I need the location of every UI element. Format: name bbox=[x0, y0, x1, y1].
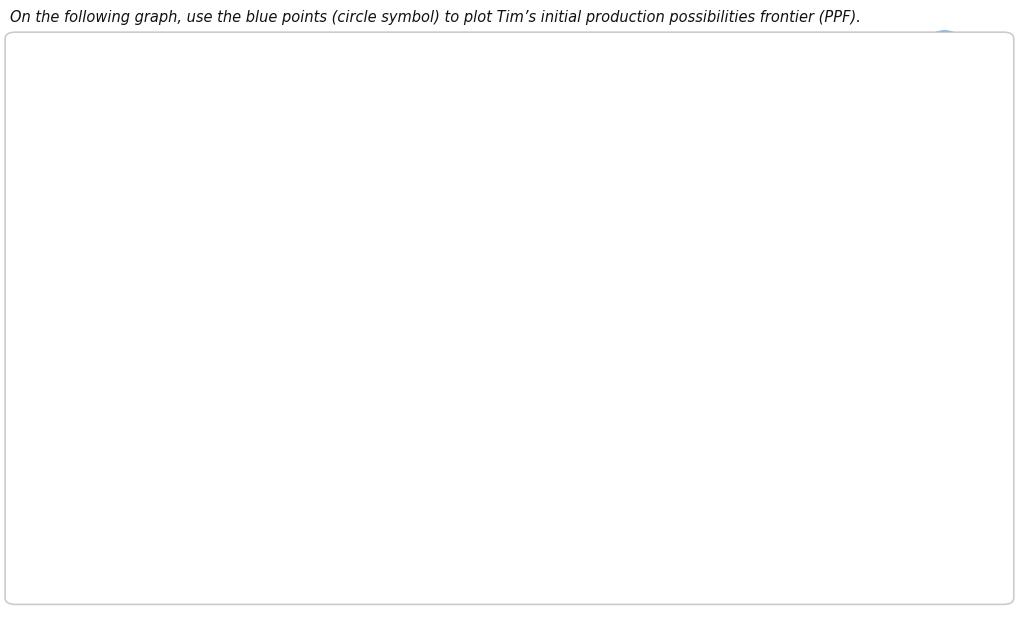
Y-axis label: CUTTING BOARDS: CUTTING BOARDS bbox=[24, 272, 37, 397]
Text: New PPF: New PPF bbox=[714, 394, 776, 409]
Text: ?: ? bbox=[939, 44, 950, 62]
X-axis label: CROCHET HATS: CROCHET HATS bbox=[284, 590, 392, 604]
Text: Initial PPF: Initial PPF bbox=[710, 260, 780, 275]
Text: On the following graph, use the blue points (circle symbol) to plot Tim’s initia: On the following graph, use the blue poi… bbox=[10, 10, 861, 24]
